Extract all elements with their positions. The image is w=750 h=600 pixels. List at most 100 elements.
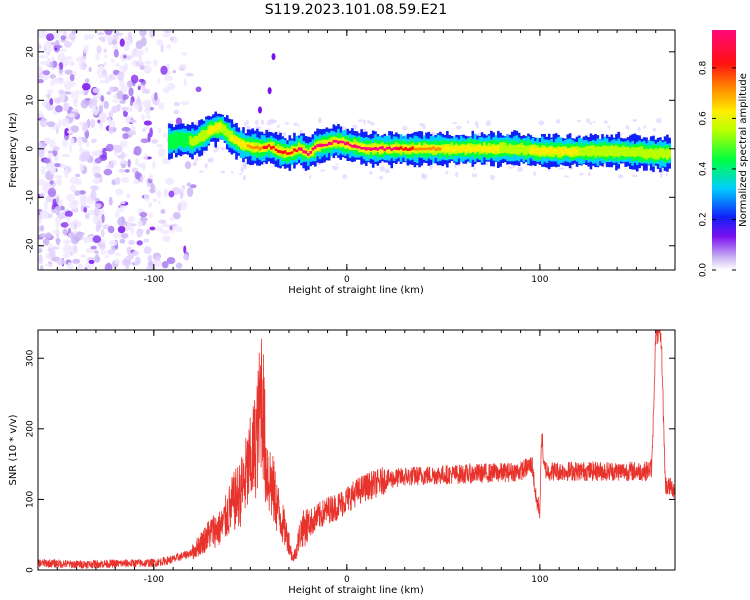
ridge-cell	[547, 149, 551, 153]
ridge-cell	[316, 144, 319, 151]
ridge-cell	[170, 138, 173, 142]
colorbar-ticks: 0.0 0.2 0.4 0.6 0.8	[699, 60, 736, 277]
noise-speckle	[42, 101, 47, 108]
ridge-cell	[274, 148, 278, 152]
ridge-cell	[404, 147, 407, 151]
noise-speckle	[195, 121, 199, 126]
noise-speckle	[50, 190, 55, 195]
noise-speckle	[143, 194, 151, 202]
noise-speckle	[58, 69, 63, 74]
noise-speckle	[74, 179, 83, 185]
ridge-cell	[202, 132, 206, 136]
ridge-cell	[642, 150, 646, 154]
noise-speckle	[195, 157, 199, 162]
noise-speckle	[125, 116, 130, 125]
noise-speckle	[126, 255, 134, 260]
noise-speckle	[96, 45, 102, 54]
noise-speckle	[158, 127, 162, 134]
noise-speckle	[94, 250, 99, 254]
noise-speckle	[617, 174, 624, 179]
noise-speckle	[90, 245, 97, 250]
ridge-cell	[381, 146, 384, 150]
noise-speckle	[157, 200, 161, 205]
noise-speckle	[83, 207, 88, 213]
ridge-cell	[346, 141, 350, 145]
noise-speckle	[154, 226, 163, 232]
noise-speckle	[126, 220, 132, 227]
noise-speckle	[309, 174, 312, 180]
noise-speckle	[65, 56, 73, 61]
noise-speckle	[46, 51, 50, 56]
ridge-cell	[309, 151, 312, 154]
noise-speckle	[57, 52, 66, 63]
noise-speckle	[47, 92, 51, 100]
noise-speckle	[47, 248, 52, 252]
ridge-cell	[295, 149, 299, 153]
noise-speckle	[260, 119, 265, 125]
ridge-cell	[367, 147, 370, 150]
noise-speckle	[586, 118, 591, 124]
noise-speckle	[77, 263, 82, 270]
ridge-cell	[624, 149, 627, 153]
noise-speckle	[362, 119, 366, 123]
ridge-cell	[256, 145, 259, 149]
noise-speckle	[267, 87, 272, 95]
ridge-cell	[429, 147, 433, 151]
ridge-cell	[339, 140, 343, 146]
noise-speckle	[293, 122, 299, 126]
noise-speckle	[429, 164, 433, 170]
noise-speckle	[166, 44, 172, 49]
noise-speckle	[474, 120, 479, 127]
ridge-cell	[198, 137, 201, 141]
noise-speckle	[136, 240, 143, 246]
ridge-cell	[256, 146, 259, 152]
noise-speckle	[121, 158, 125, 164]
ridge-cell	[578, 149, 581, 152]
noise-speckle	[152, 96, 160, 106]
y-tick-label: 0	[26, 146, 36, 152]
ridge-cell	[415, 147, 419, 151]
noise-speckle	[69, 137, 75, 145]
noise-speckle	[124, 36, 129, 40]
noise-speckle	[128, 87, 134, 97]
ridge-cell	[649, 151, 653, 155]
noise-speckle	[49, 98, 54, 106]
noise-speckle	[147, 254, 153, 263]
noise-speckle	[452, 121, 458, 125]
noise-speckle	[55, 237, 61, 246]
ridge-cell	[184, 139, 187, 142]
noise-speckle	[444, 170, 449, 175]
ridge-cell	[200, 136, 204, 140]
ridge-cell	[629, 150, 632, 153]
ridge-cell	[351, 144, 354, 148]
ridge-cell	[459, 148, 463, 152]
ridge-cell	[353, 144, 356, 148]
noise-speckle	[115, 252, 122, 257]
noise-speckle	[69, 199, 78, 210]
noise-speckle	[67, 113, 76, 118]
ridge-cell	[235, 140, 238, 144]
noise-speckle	[119, 140, 128, 148]
noise-speckle	[64, 91, 72, 95]
ridge-cell	[355, 145, 359, 149]
noise-speckle	[56, 178, 63, 186]
noise-speckle	[160, 209, 166, 214]
ridge-cell	[191, 141, 194, 145]
noise-speckle	[39, 192, 45, 198]
ridge-cell	[464, 146, 468, 150]
noise-speckle	[92, 87, 101, 94]
noise-speckle	[149, 188, 156, 194]
noise-speckle	[143, 126, 150, 130]
noise-speckle	[179, 190, 184, 200]
noise-speckle	[143, 120, 152, 126]
ridge-cell	[452, 147, 456, 153]
noise-speckle	[81, 205, 91, 209]
noise-speckle	[114, 144, 123, 153]
ridge-cell	[362, 147, 366, 150]
ridge-cell	[219, 125, 222, 130]
noise-speckle	[77, 136, 83, 147]
noise-speckle	[62, 228, 68, 235]
noise-speckle	[75, 173, 81, 178]
noise-speckle	[55, 196, 60, 204]
noise-speckle	[101, 238, 106, 245]
